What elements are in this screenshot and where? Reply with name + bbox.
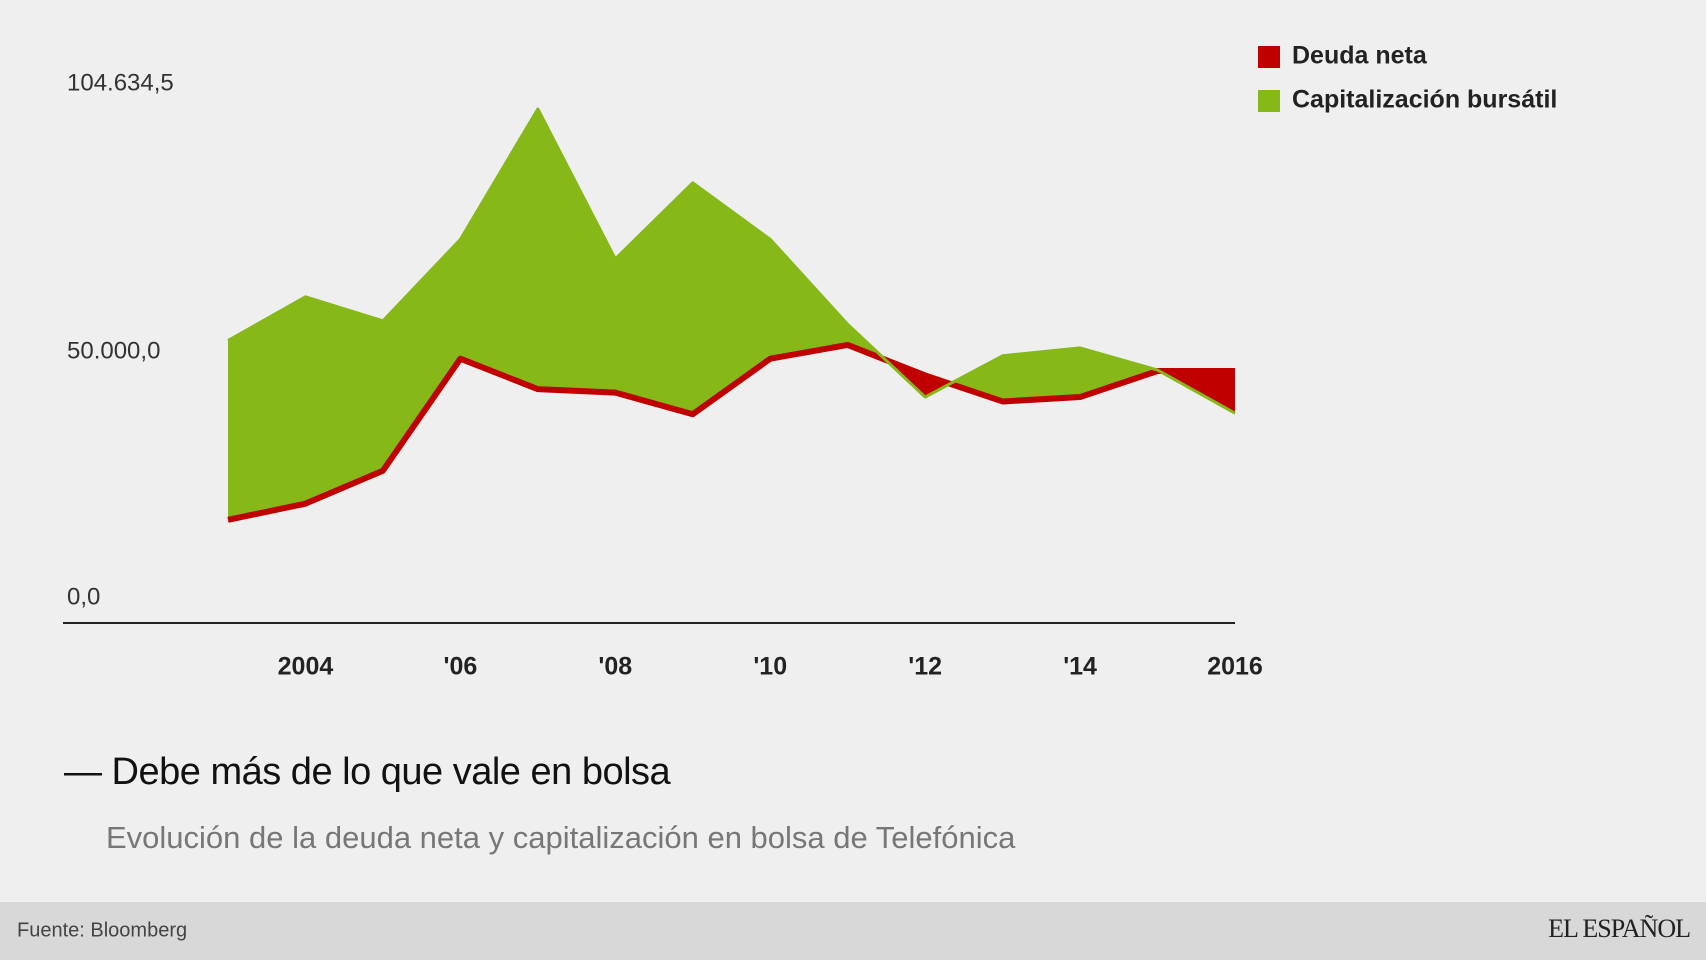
x-tick-label: '06 [444, 653, 478, 681]
y-tick-label: 104.634,5 [67, 69, 174, 96]
brand-logo: EL ESPAÑOL [1548, 914, 1690, 943]
x-tick-label: '10 [753, 653, 787, 681]
legend-swatch [1258, 90, 1280, 112]
footer-band [0, 902, 1706, 960]
area-fill [228, 109, 1235, 520]
green-region [228, 109, 1235, 520]
series-line [227, 107, 1236, 415]
legend-swatch [1258, 46, 1280, 68]
x-tick-label: '14 [1063, 653, 1097, 681]
chart-title: — Debe más de lo que vale en bolsa [64, 751, 672, 793]
y-tick-label: 0,0 [67, 583, 100, 610]
chart-subtitle: Evolución de la deuda neta y capitalizac… [106, 820, 1016, 855]
x-tick-label: 2004 [278, 653, 334, 681]
legend-label: Capitalización bursátil [1292, 86, 1557, 114]
legend-label: Deuda neta [1292, 42, 1428, 70]
x-tick-label: 2016 [1207, 653, 1263, 681]
series-line [227, 341, 1235, 523]
x-tick-label: '12 [908, 653, 942, 681]
x-tick-label: '08 [598, 653, 632, 681]
source: Fuente: Bloomberg [17, 919, 187, 941]
y-tick-label: 50.000,0 [67, 338, 160, 365]
green-region-inner [228, 109, 1235, 520]
